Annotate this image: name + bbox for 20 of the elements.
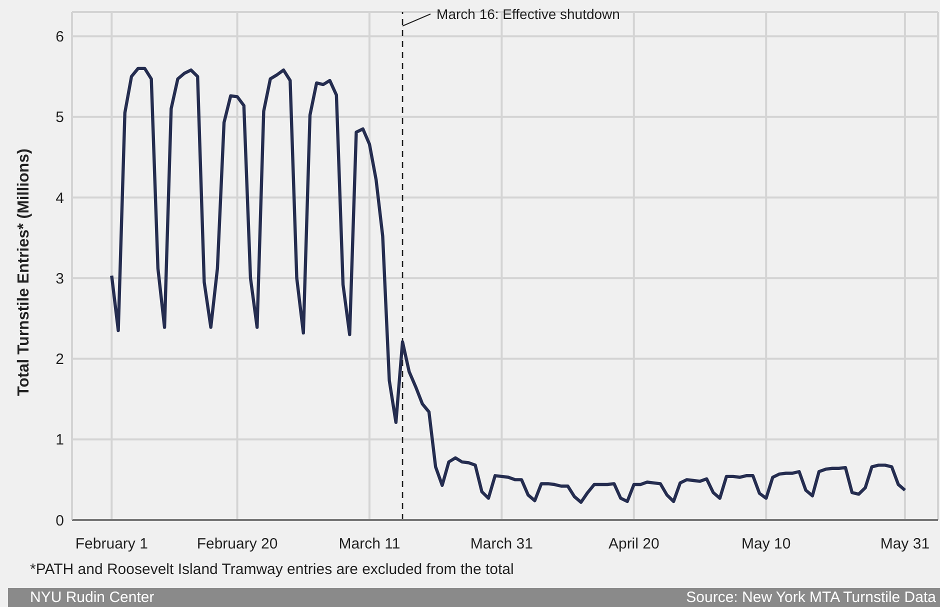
x-tick-label: April 20 — [608, 536, 660, 553]
x-tick-label: February 1 — [75, 536, 148, 553]
y-tick-label: 0 — [56, 512, 64, 530]
x-tick-label: February 20 — [196, 536, 278, 553]
y-tick-label: 3 — [56, 270, 64, 288]
text: NYU Rudin Center — [30, 589, 154, 606]
x-tick-label: May 31 — [880, 536, 930, 553]
source-note: Source: New York MTA Turnstile Data — [686, 589, 936, 606]
y-tick-label: 4 — [56, 190, 64, 207]
x-tick-label: March 11 — [338, 536, 400, 553]
y-tick-label: 5 — [56, 109, 64, 126]
y-tick-label: 1 — [56, 432, 64, 449]
y-tick-label: 2 — [56, 351, 64, 368]
line-series — [110, 66, 907, 504]
y-axis-title: Total Turnstile Entries* (Millions) — [16, 148, 33, 396]
x-tick-label: March 31 — [470, 536, 533, 553]
y-tick-label: 6 — [56, 28, 64, 46]
text: *PATH and Roosevelt Island Tramway entries are excluded from the total — [30, 561, 514, 578]
ref-line-label: March 16: Effective shutdown — [436, 6, 620, 22]
x-tick-label: May 10 — [742, 536, 791, 553]
